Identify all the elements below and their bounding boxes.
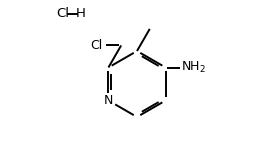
Text: H: H <box>76 7 86 20</box>
Text: N: N <box>104 94 113 107</box>
Text: Cl: Cl <box>56 7 69 20</box>
Text: NH$_2$: NH$_2$ <box>181 60 206 75</box>
Text: Cl: Cl <box>90 39 102 52</box>
